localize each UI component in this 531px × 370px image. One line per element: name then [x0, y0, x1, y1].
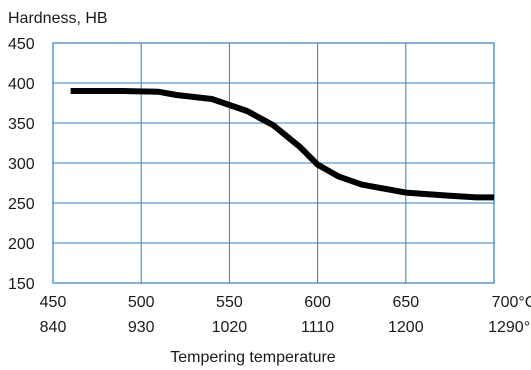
x-tick-label-celsius: 500: [128, 294, 155, 311]
x-tick-label-celsius: 550: [216, 294, 243, 311]
x-tick-label-fahrenheit: 1290°F: [488, 319, 531, 336]
y-tick-label: 150: [8, 276, 35, 293]
x-tick-labels: 450 840 500 930 550 1020 600 1110 650 1200 700°C 12…: [40, 294, 531, 336]
y-tick-label: 200: [8, 236, 35, 253]
x-tick-label-fahrenheit: 1110: [301, 319, 334, 336]
x-tick-label-celsius: 650: [392, 294, 419, 311]
x-tick-label-fahrenheit: 930: [128, 319, 155, 336]
y-tick-label: 250: [8, 196, 35, 213]
grid: [53, 43, 494, 283]
x-tick-label-celsius: 600: [304, 294, 331, 311]
x-tick-label-fahrenheit: 1020: [212, 319, 248, 336]
plot-frame: [52, 42, 495, 284]
x-tick-label-fahrenheit: 1200: [388, 319, 424, 336]
x-tick-label-fahrenheit: 840: [40, 319, 67, 336]
y-tick-label: 300: [8, 156, 35, 173]
y-tick-labels: 450 400 350 300 250 200 150: [8, 36, 35, 293]
x-tick-label-celsius: 450: [40, 294, 67, 311]
x-axis-title: Tempering temperature: [170, 349, 336, 366]
y-tick-label: 350: [8, 116, 35, 133]
hardness-curve: [70, 88, 494, 201]
y-tick-label: 400: [8, 76, 35, 93]
y-tick-label: 450: [8, 36, 35, 53]
x-tick-label-celsius: 700°C: [492, 294, 531, 311]
y-axis-title: Hardness, HB: [8, 10, 108, 27]
